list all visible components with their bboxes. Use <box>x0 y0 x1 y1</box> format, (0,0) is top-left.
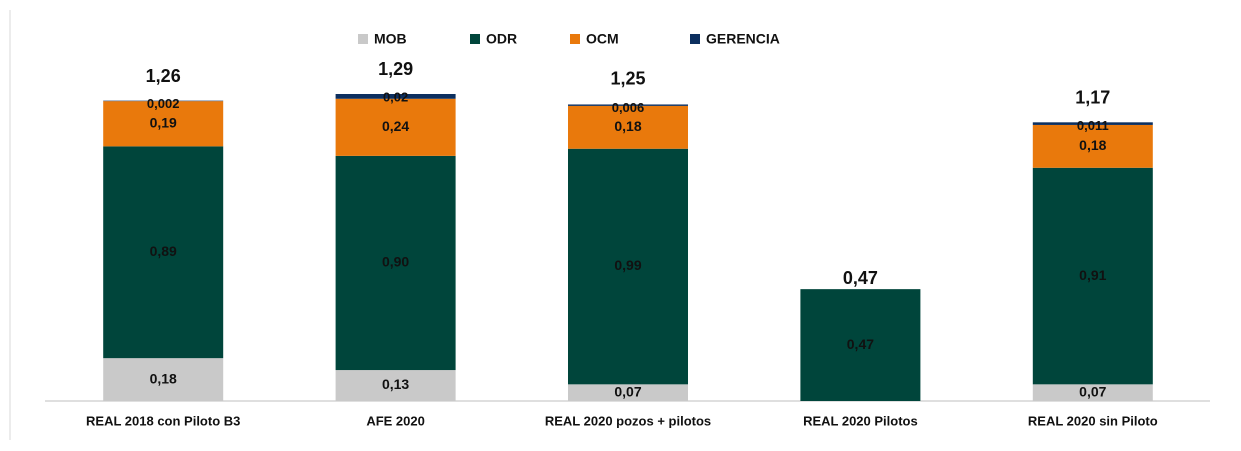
bar-segment <box>335 94 456 99</box>
bar-segment <box>335 370 456 401</box>
legend-label: ODR <box>486 31 517 47</box>
bar-segment <box>1032 384 1153 401</box>
bar-segment <box>103 101 224 147</box>
legend-label: OCM <box>586 31 619 47</box>
value-label: 0,006 <box>612 100 645 115</box>
value-label: 0,07 <box>614 383 641 399</box>
value-label: 0,24 <box>382 118 409 134</box>
legend-swatch <box>570 34 580 44</box>
legend-label: GERENCIA <box>706 31 780 47</box>
value-label: 0,47 <box>847 336 874 352</box>
total-label: 1,25 <box>610 68 645 88</box>
bar-segment <box>568 104 688 106</box>
bar-segment <box>335 98 456 156</box>
bar-segment <box>800 289 921 401</box>
bar-segment <box>103 146 224 359</box>
legend-swatch <box>690 34 700 44</box>
total-label: 0,47 <box>843 268 878 288</box>
bar-segment <box>335 155 456 371</box>
value-label: 0,18 <box>1079 137 1106 153</box>
value-label: 0,18 <box>614 118 641 134</box>
bar-segment <box>103 358 224 401</box>
total-label: 1,26 <box>146 66 181 86</box>
value-label: 0,002 <box>147 96 180 111</box>
total-label: 1,29 <box>378 59 413 79</box>
legend-label: MOB <box>374 31 407 47</box>
bar-segment <box>568 384 688 401</box>
value-label: 0,90 <box>382 254 409 270</box>
value-label: 0,89 <box>150 243 177 259</box>
value-label: 0,18 <box>150 370 177 386</box>
value-label: 0,99 <box>614 257 641 273</box>
legend-swatch <box>470 34 480 44</box>
value-label: 0,07 <box>1079 383 1106 399</box>
legend-swatch <box>358 34 368 44</box>
bar-segment <box>568 148 688 385</box>
x-tick-label: REAL 2018 con Piloto B3 <box>86 413 240 428</box>
total-label: 1,17 <box>1075 87 1110 107</box>
value-label: 0,011 <box>1077 118 1109 133</box>
x-tick-label: REAL 2020 sin Piloto <box>1028 413 1158 428</box>
value-label: 0,19 <box>150 114 177 130</box>
bar-segment <box>568 105 688 149</box>
x-tick-label: REAL 2020 Pilotos <box>803 413 918 428</box>
x-tick-label: AFE 2020 <box>366 413 425 428</box>
x-tick-label: REAL 2020 pozos + pilotos <box>545 413 711 428</box>
bar-segment <box>1032 122 1153 125</box>
value-label: 0,91 <box>1079 267 1106 283</box>
bar-segment <box>1032 167 1153 385</box>
bar-segment <box>1032 124 1153 168</box>
value-label: 0,13 <box>382 376 409 392</box>
value-label: 0,02 <box>383 89 408 104</box>
